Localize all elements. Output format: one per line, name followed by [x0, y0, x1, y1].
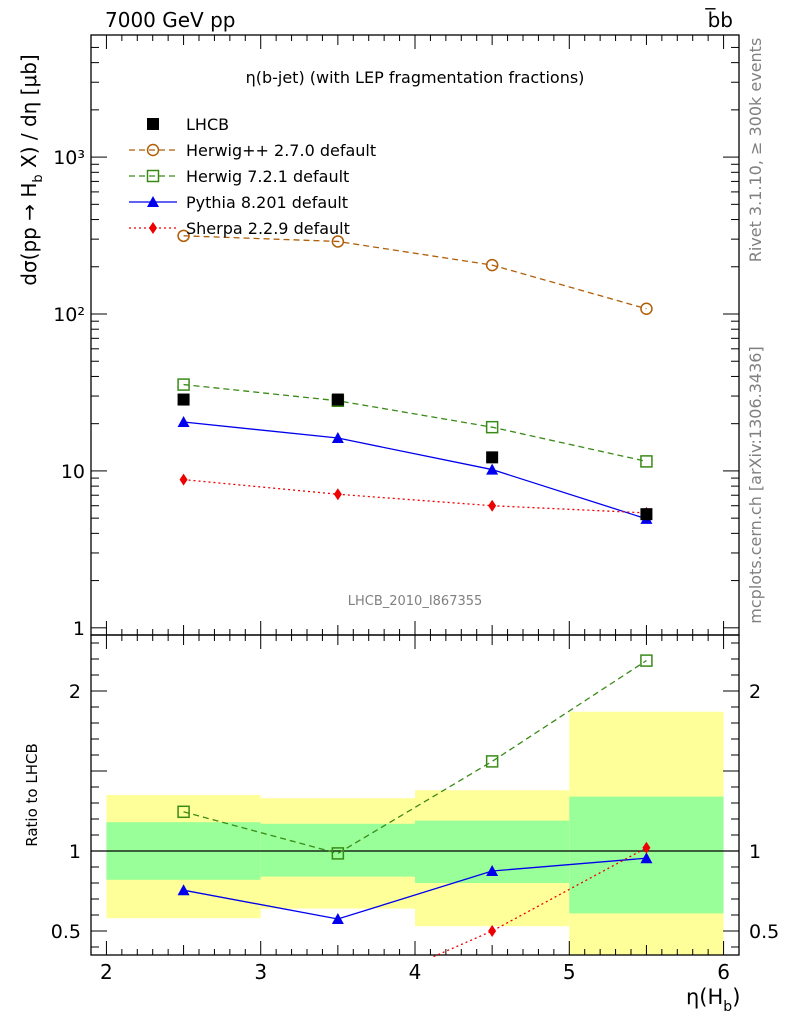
main-point-lhcb — [640, 508, 653, 521]
main-y-tick-label: 10³ — [53, 147, 85, 169]
main-line-herwig-2-7-0-default — [183, 235, 647, 310]
ratio-point-sherpa-2-2-9-default — [488, 925, 497, 937]
y-axis-label-main: dσ(pp → Hb X) / dη [μb] — [17, 54, 46, 285]
main-point-herwig-2-7-0-default — [331, 235, 345, 248]
legend-marker-herwig-2-7-0-default — [146, 143, 160, 157]
main-point-sherpa-2-2-9-default — [488, 499, 497, 512]
ratio-point-sherpa-2-2-9-default — [642, 841, 651, 854]
x-axis-label: η(Hb) — [686, 985, 740, 1015]
main-line-herwig-7-2-1-default — [183, 383, 647, 463]
legend-marker-pythia-8-201-default — [147, 196, 159, 207]
ratio-point-herwig-7-2-1-default — [485, 755, 499, 768]
ratio-point-herwig-7-2-1-default — [177, 805, 190, 819]
main-y-tick-label: 1 — [73, 618, 85, 640]
ratio-line-pythia-8-201-default — [183, 857, 647, 920]
legend-marker-lhcb — [147, 118, 159, 130]
main-point-herwig-7-2-1-default — [640, 455, 653, 468]
ratio-y-tick-label-right: 0.5 — [749, 921, 779, 943]
main-point-pythia-8-201-default — [177, 415, 190, 427]
main-y-tick-label: 10² — [53, 304, 85, 326]
header-left: 7000 GeV pp — [105, 8, 236, 32]
main-line-pythia-8-201-default — [183, 421, 647, 520]
ratio-y-tick-label-right: 1 — [749, 841, 761, 863]
ratio-inner-band-2 — [260, 823, 415, 877]
ratio-point-pythia-8-201-default — [486, 865, 499, 876]
header-right: b̅b — [704, 7, 733, 32]
main-point-pythia-8-201-default — [486, 463, 499, 475]
ratio-point-herwig-7-2-1-default — [331, 847, 345, 860]
ratio-point-pythia-8-201-default — [640, 852, 653, 864]
legend-marker-herwig-7-2-1-default — [146, 169, 160, 183]
legend-label-lhcb: LHCB — [186, 115, 229, 134]
main-point-herwig-7-2-1-default — [485, 420, 499, 434]
x-tick-label: 6 — [717, 960, 730, 984]
svg-text:η(Hb): η(Hb) — [686, 985, 740, 1015]
ratio-y-tick-label-left: 1 — [69, 841, 81, 863]
ratio-point-pythia-8-201-default — [331, 913, 344, 924]
main-point-sherpa-2-2-9-default — [333, 488, 342, 501]
x-tick-label: 4 — [409, 960, 422, 984]
plot-title: η(b-jet) (with LEP fragmentation fractio… — [246, 68, 585, 87]
ratio-y-tick-label-right: 2 — [749, 681, 761, 703]
legend-label-herwig-7-2-1-default: Herwig 7.2.1 default — [186, 167, 349, 186]
legend-label-sherpa-2-2-9-default: Sherpa 2.2.9 default — [186, 219, 350, 238]
main-point-lhcb — [486, 451, 499, 464]
legend-label-pythia-8-201-default: Pythia 8.201 default — [186, 193, 348, 212]
main-point-sherpa-2-2-9-default — [179, 473, 188, 486]
main-point-pythia-8-201-default — [331, 432, 344, 444]
x-tick-label: 3 — [254, 960, 267, 984]
main-point-lhcb — [177, 393, 190, 406]
main-point-lhcb — [331, 393, 344, 406]
legend-marker-sherpa-2-2-9-default — [149, 222, 157, 234]
y-axis-label-ratio: Ratio to LHCB — [23, 743, 41, 847]
ratio-point-herwig-7-2-1-default — [640, 654, 653, 667]
ratio-point-pythia-8-201-default — [177, 884, 190, 896]
ratio-y-tick-label-left: 2 — [69, 681, 81, 703]
ratio-line-herwig-7-2-1-default — [183, 660, 647, 855]
x-tick-label: 2 — [100, 960, 113, 984]
main-line-sherpa-2-2-9-default — [183, 478, 647, 514]
main-point-herwig-7-2-1-default — [177, 378, 190, 391]
svg-text:dσ(pp → Hb X) / dη [μb]: dσ(pp → Hb X) / dη [μb] — [17, 54, 46, 285]
x-tick-label: 5 — [563, 960, 576, 984]
rivet-label: Rivet 3.1.10, ≥ 300k events — [746, 38, 765, 263]
main-y-tick-label: 10 — [61, 461, 85, 483]
main-point-herwig-2-7-0-default — [177, 229, 190, 243]
main-point-herwig-2-7-0-default — [640, 302, 653, 316]
mcplots-label: mcplots.cern.ch [arXiv:1306.3436] — [746, 346, 765, 623]
legend-label-herwig-2-7-0-default: Herwig++ 2.7.0 default — [186, 141, 376, 160]
ratio-line-sherpa-2-2-9-default — [433, 847, 647, 958]
analysis-watermark: LHCB_2010_I867355 — [348, 594, 483, 609]
ratio-y-tick-label-left: 0.5 — [51, 921, 81, 943]
main-point-herwig-2-7-0-default — [485, 258, 499, 272]
